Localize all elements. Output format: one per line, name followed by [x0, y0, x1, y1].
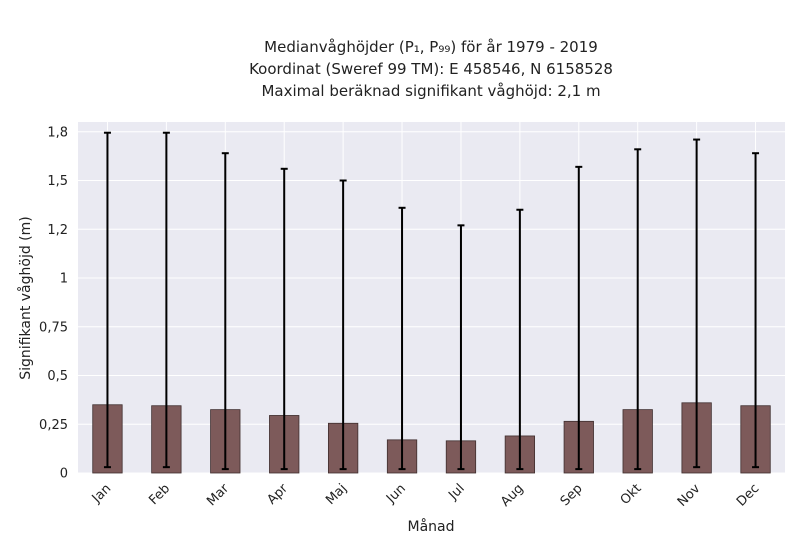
plot-area: [78, 122, 785, 473]
y-tick-label: 0,75: [39, 320, 68, 335]
x-tick-label: Okt: [618, 481, 645, 508]
x-tick-label: Jun: [383, 481, 409, 507]
y-axis-label: Signifikant våghöjd (m): [17, 216, 34, 379]
y-tick-label: 1,2: [47, 223, 68, 238]
x-tick-label: Sep: [558, 481, 586, 509]
error-bars: [103, 131, 760, 471]
y-tick-label: 0: [60, 467, 68, 482]
x-tick-labels: Jan Feb Mar Apr Maj Jun Jul Aug Sep Okt Nov Dec: [89, 481, 763, 510]
x-tick-label: Jul: [445, 481, 467, 503]
y-tick-label: 1,5: [47, 174, 68, 189]
y-tick-label: 0,5: [47, 369, 68, 384]
chart-title: Medianvåghöjder (P₁, P₉₉) för år 1979 - …: [249, 38, 613, 100]
x-axis-label: Månad: [408, 518, 455, 535]
title-line-1: Medianvåghöjder (P₁, P₉₉) för år 1979 - …: [264, 38, 598, 56]
y-tick-label: 1: [60, 272, 68, 287]
x-tick-label: Apr: [265, 481, 292, 508]
x-tick-label: Feb: [146, 481, 173, 508]
y-gridlines: [78, 131, 785, 474]
x-tick-label: Jan: [89, 481, 114, 506]
x-tick-label: Dec: [734, 481, 762, 509]
x-tick-label: Mar: [204, 481, 232, 509]
x-tick-label: Nov: [675, 481, 704, 510]
y-tick-label: 1,8: [47, 125, 68, 140]
x-tick-label: Aug: [498, 481, 527, 510]
x-tick-label: Maj: [323, 481, 350, 508]
y-tick-label: 0,25: [39, 418, 68, 433]
title-line-3: Maximal beräknad signifikant våghöjd: 2,…: [261, 82, 600, 100]
y-tick-labels: 0 0,25 0,5 0,75 1 1,2 1,5 1,8: [39, 125, 68, 481]
title-line-2: Koordinat (Sweref 99 TM): E 458546, N 61…: [249, 60, 613, 78]
